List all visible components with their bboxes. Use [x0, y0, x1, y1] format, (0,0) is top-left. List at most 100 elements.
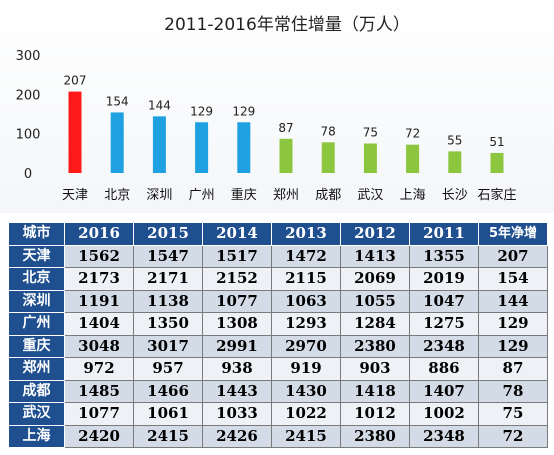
- table-cell: 1485: [64, 379, 135, 403]
- bar: [490, 152, 504, 173]
- row-city-cell: 深圳: [7, 289, 66, 313]
- value-label: 207: [64, 74, 87, 88]
- table-cell: 1047: [408, 289, 479, 313]
- table-cell: 1466: [133, 379, 204, 403]
- table-row: 成都 1485 1466 1443 1430 1418 1407 78: [7, 379, 549, 403]
- category-label: 成都: [315, 188, 341, 203]
- table-cell: 1033: [202, 402, 272, 426]
- bars: [68, 91, 504, 173]
- table-row: 郑州 972 957 938 919 903 886 87: [7, 357, 549, 381]
- value-label: 75: [363, 126, 378, 140]
- table-cell: 75: [477, 402, 549, 426]
- row-city-cell: 郑州: [7, 357, 66, 381]
- y-tick-label: 200: [16, 88, 41, 103]
- table-cell: 1443: [202, 379, 272, 403]
- table-cell: 1407: [408, 379, 479, 403]
- bar: [406, 144, 420, 173]
- column-header: 2014: [202, 222, 272, 246]
- table-cell: 1191: [64, 289, 135, 313]
- table-cell: 1308: [202, 312, 272, 336]
- table-row: 北京 2173 2171 2152 2115 2069 2019 154: [7, 267, 549, 291]
- data-table: 城市 2016 2015 2014 2013 2012 2011 5年净增 天津 1562 154…: [7, 222, 549, 448]
- category-labels: 天津 北京 深圳 广州 重庆 郑州 成都 武汉 上海 长沙 石家庄: [62, 187, 517, 203]
- column-header: 城市: [7, 222, 66, 246]
- category-label: 郑州: [273, 188, 299, 203]
- value-label: 72: [405, 127, 420, 141]
- table-cell: 144: [477, 289, 549, 313]
- table-cell: 129: [477, 334, 549, 358]
- category-label: 天津: [62, 188, 88, 203]
- value-label: 51: [489, 135, 504, 149]
- value-label: 87: [278, 121, 293, 135]
- table-cell: 972: [64, 357, 135, 381]
- bar: [68, 91, 82, 173]
- table-cell: 2991: [202, 334, 272, 358]
- table-cell: 1430: [271, 379, 341, 403]
- table-cell: 1284: [339, 312, 410, 336]
- table-cell: 1055: [339, 289, 410, 313]
- bar: [279, 138, 293, 173]
- category-label: 重庆: [231, 187, 257, 203]
- row-city-cell: 重庆: [7, 334, 66, 358]
- y-tick-label: 100: [16, 128, 41, 143]
- table-cell: 207: [477, 244, 549, 268]
- table-cell: 1418: [339, 379, 410, 403]
- chart-area: 2011-2016年常住增量（万人） 0 100 200 300 207 154 144 1…: [0, 0, 554, 213]
- bar: [237, 122, 251, 173]
- column-header: 2011: [408, 222, 479, 246]
- category-label: 上海: [400, 188, 426, 203]
- bar: [152, 116, 166, 173]
- column-header: 2015: [133, 222, 204, 246]
- table-cell: 72: [477, 424, 549, 448]
- table-cell: 3048: [64, 334, 135, 358]
- table-row: 深圳 1191 1138 1077 1063 1055 1047 144: [7, 289, 549, 313]
- table-row: 重庆 3048 3017 2991 2970 2380 2348 129: [7, 334, 549, 358]
- y-tick-label: 0: [24, 167, 32, 182]
- table-cell: 2173: [64, 267, 135, 291]
- table-cell: 1077: [202, 289, 272, 313]
- bar: [363, 143, 377, 173]
- table-cell: 1012: [339, 402, 410, 426]
- value-label: 55: [447, 133, 462, 147]
- row-city-cell: 北京: [7, 267, 66, 291]
- table-cell: 2115: [271, 267, 341, 291]
- column-header: 5年净增: [477, 222, 549, 246]
- column-header: 2016: [64, 222, 135, 246]
- table-row: 上海 2420 2415 2426 2415 2380 2348 72: [7, 424, 549, 448]
- bar: [448, 151, 462, 173]
- value-label: 78: [321, 124, 336, 138]
- table-cell: 1517: [202, 244, 272, 268]
- y-tick-label: 300: [16, 49, 41, 64]
- table-cell: 2970: [271, 334, 341, 358]
- table-cell: 129: [477, 312, 549, 336]
- table-cell: 1413: [339, 244, 410, 268]
- chart-title: 2011-2016年常住增量（万人）: [164, 15, 410, 35]
- table-cell: 1472: [271, 244, 341, 268]
- row-city-cell: 上海: [7, 424, 66, 448]
- table-cell: 1547: [133, 244, 204, 268]
- row-city-cell: 天津: [7, 244, 66, 268]
- table-cell: 919: [271, 357, 341, 381]
- table-cell: 957: [133, 357, 204, 381]
- value-label: 154: [106, 94, 129, 108]
- table-cell: 1562: [64, 244, 135, 268]
- table-cell: 2415: [271, 424, 341, 448]
- category-label: 广州: [189, 188, 215, 203]
- table-cell: 3017: [133, 334, 204, 358]
- category-label: 深圳: [146, 188, 172, 203]
- table-cell: 1022: [271, 402, 341, 426]
- value-labels: 207 154 144 129 129 87 78 75 72 55 51: [64, 74, 505, 149]
- table-cell: 2426: [202, 424, 272, 448]
- row-city-cell: 武汉: [7, 402, 66, 426]
- value-label: 129: [190, 104, 213, 118]
- column-header: 2012: [339, 222, 410, 246]
- row-city-cell: 广州: [7, 312, 66, 336]
- bar: [110, 112, 124, 173]
- data-table-wrap: 城市 2016 2015 2014 2013 2012 2011 5年净增 天津 1562 154…: [7, 222, 549, 448]
- table-cell: 2152: [202, 267, 272, 291]
- bar: [321, 142, 335, 173]
- table-cell: 2420: [64, 424, 135, 448]
- table-cell: 2171: [133, 267, 204, 291]
- table-cell: 2019: [408, 267, 479, 291]
- table-cell: 1350: [133, 312, 204, 336]
